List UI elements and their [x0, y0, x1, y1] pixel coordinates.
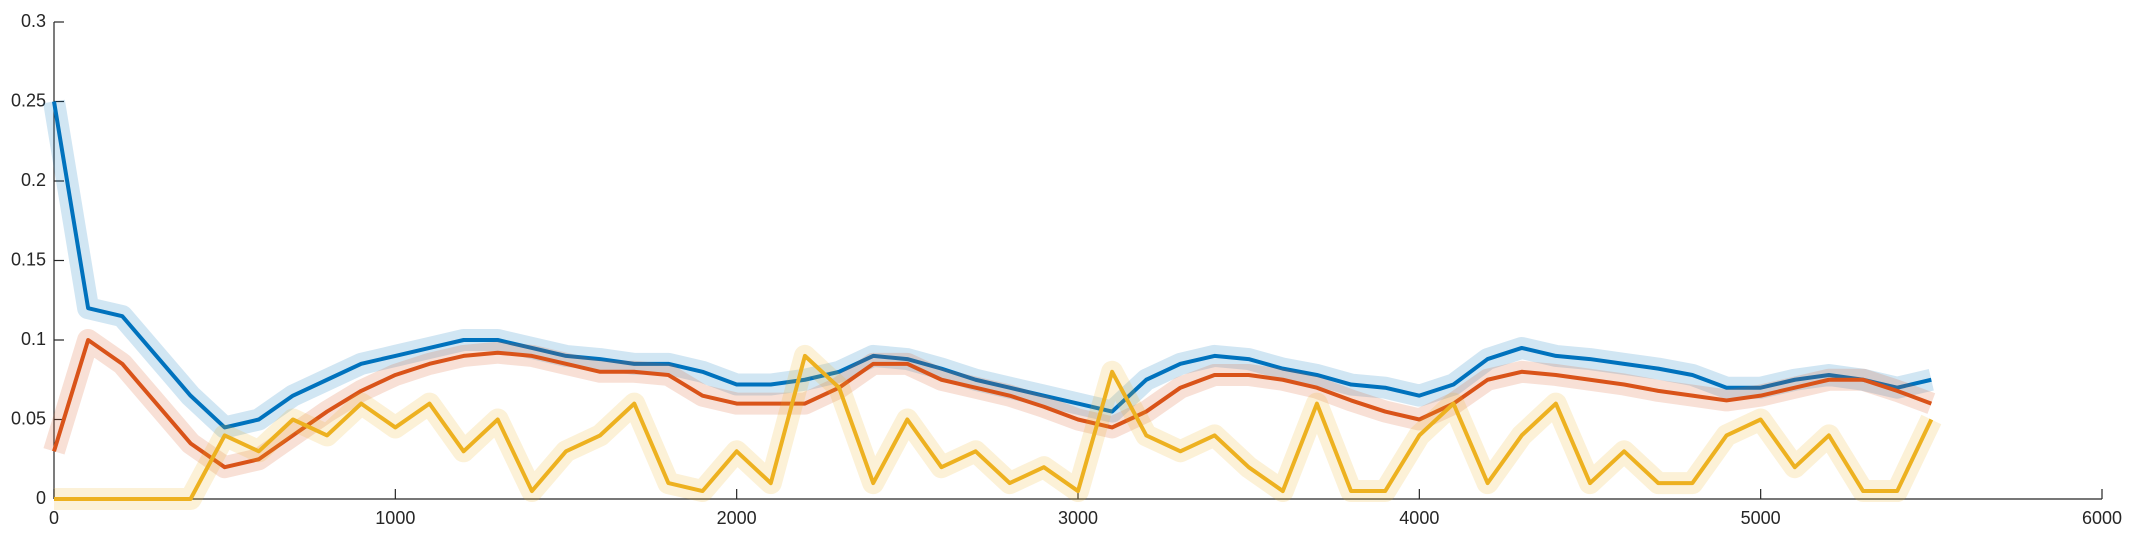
x-tick-label: 2000 — [717, 508, 757, 528]
y-tick-label: 0.05 — [11, 408, 46, 428]
x-tick-label: 1000 — [375, 508, 415, 528]
y-tick-label: 0.1 — [21, 329, 46, 349]
y-tick-label: 0 — [36, 488, 46, 508]
y-tick-label: 0.15 — [11, 249, 46, 269]
line — [52, 101, 1932, 430]
line — [54, 353, 1934, 501]
line — [52, 338, 1933, 470]
x-tick-label: 6000 — [2082, 508, 2122, 528]
y-tick-label: 0.3 — [21, 11, 46, 31]
x-tick-label: 3000 — [1058, 508, 1098, 528]
y-tick-label: 0.2 — [21, 170, 46, 190]
x-tick-label: 5000 — [1741, 508, 1781, 528]
x-tick-label: 0 — [49, 508, 59, 528]
x-tick-label: 4000 — [1399, 508, 1439, 528]
y-tick-label: 0.25 — [11, 90, 46, 110]
